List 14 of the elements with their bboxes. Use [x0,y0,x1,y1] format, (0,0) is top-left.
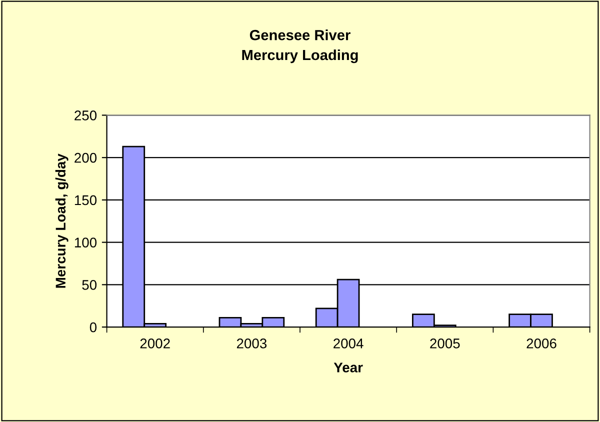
y-tick-label: 150 [74,195,97,206]
x-tick-label: 2006 [526,338,556,348]
x-axis-title: Year [334,362,363,372]
y-tick-label: 0 [90,322,97,332]
y-tick-label: 50 [82,280,97,290]
y-tick-label: 250 [74,110,97,120]
x-tick-label: 2004 [334,338,364,348]
chart-title: Genesee River Mercury Loading [242,30,358,64]
y-axis-title: Mercury Load, g/day [55,154,68,288]
y-tick-label: 200 [74,152,97,163]
x-tick-label: 2003 [236,338,267,348]
x-tick-label: 2002 [140,338,170,348]
x-tick-label: 2005 [430,338,460,348]
y-tick-label: 100 [74,238,97,248]
